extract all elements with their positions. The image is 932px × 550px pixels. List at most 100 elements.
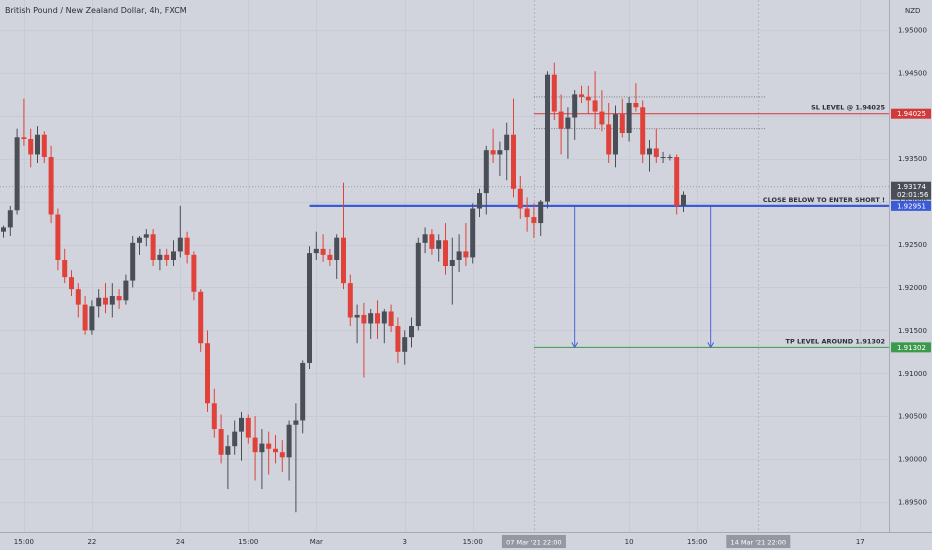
- candle-body: [497, 150, 503, 155]
- candle-body: [681, 194, 686, 206]
- candle-body: [579, 94, 584, 97]
- candle-body: [123, 280, 129, 301]
- candle-body: [653, 148, 659, 158]
- candle-body: [334, 237, 340, 260]
- time-tick-label: 10: [625, 538, 634, 546]
- time-tick-label: Mar: [310, 538, 323, 546]
- time-highlight-label: 07 Mar '21 22:00: [506, 539, 562, 547]
- candle-body: [28, 139, 34, 155]
- candle-body: [48, 157, 54, 215]
- currency-label: NZD: [905, 7, 920, 15]
- time-highlight-label: 14 Mar '21 22:00: [731, 539, 787, 547]
- time-tick-label: 17: [856, 538, 865, 546]
- target-arrow-head: [571, 342, 579, 349]
- candle-body: [558, 111, 564, 129]
- price-tick-label: 1.95000: [898, 27, 927, 35]
- candle-body: [361, 314, 367, 324]
- candle-body: [130, 242, 136, 281]
- candle-body: [327, 254, 333, 260]
- candle-body: [273, 448, 278, 453]
- countdown-timer: 02:01:56: [897, 191, 929, 199]
- candle-body: [606, 124, 612, 155]
- candle-body: [409, 326, 414, 338]
- price-tick-label: 1.90000: [898, 456, 927, 464]
- candle-body: [647, 148, 652, 155]
- candle-body: [585, 96, 591, 101]
- candle-body: [164, 254, 170, 260]
- price-tick-label: 1.92500: [898, 241, 927, 249]
- level-annotation: SL LEVEL @ 1.94025: [811, 104, 885, 112]
- candle-body: [456, 251, 462, 260]
- candle-body: [551, 74, 557, 112]
- candle-body: [143, 234, 149, 238]
- candle-body: [538, 201, 544, 224]
- candle-body: [341, 237, 346, 284]
- candle-body: [511, 134, 516, 189]
- candle-body: [368, 313, 374, 324]
- candle-body: [150, 234, 156, 260]
- candle-body: [320, 248, 326, 255]
- candles: [1, 62, 686, 513]
- level-annotation: TP LEVEL AROUND 1.91302: [786, 337, 885, 345]
- candle-body: [191, 254, 197, 292]
- candle-body: [443, 240, 448, 266]
- candle-body: [422, 234, 428, 243]
- candle-body: [198, 291, 204, 344]
- candle-body: [307, 253, 312, 363]
- candle-body: [354, 314, 360, 318]
- price-tick-label: 1.92000: [898, 284, 927, 292]
- candle-body: [62, 259, 68, 278]
- candle-body: [347, 283, 353, 318]
- candle-body: [640, 107, 646, 155]
- candle-body: [116, 296, 122, 301]
- candle-body: [436, 240, 442, 249]
- candle-body: [619, 114, 625, 133]
- candle-body: [599, 111, 605, 125]
- candle-body: [415, 242, 421, 327]
- candle-body: [483, 150, 489, 194]
- candle-body: [381, 311, 387, 324]
- candle-body: [633, 102, 639, 108]
- time-axis[interactable]: 15:00 22 24 15:00 Mar 3 15:00 10 15:00 17 07 Mar '…: [14, 535, 865, 548]
- price-tick-label: 1.90500: [898, 413, 927, 421]
- candle-body: [55, 214, 61, 260]
- candle-body: [184, 237, 190, 255]
- arrows: [571, 205, 715, 349]
- level-annotation: CLOSE BELOW TO ENTER SHORT !: [763, 196, 885, 204]
- candle-body: [279, 452, 285, 458]
- candle-body: [477, 193, 482, 209]
- time-tick-label: 15:00: [238, 538, 258, 546]
- time-tick-label: 15:00: [14, 538, 34, 546]
- price-tick-label: 1.94500: [898, 69, 927, 77]
- time-highlight-box: [501, 535, 566, 548]
- candle-body: [1, 227, 6, 232]
- level-price-tag-label: 1.94025: [897, 110, 926, 118]
- candle-body: [300, 362, 306, 421]
- candle-body: [14, 137, 20, 211]
- candle-body: [232, 431, 238, 447]
- candle-body: [293, 420, 299, 425]
- time-tick-label: 15:00: [463, 538, 483, 546]
- time-highlight-box: [726, 535, 791, 548]
- candle-body: [565, 117, 571, 129]
- target-arrow-head: [707, 342, 715, 349]
- candle-body: [35, 134, 40, 155]
- candle-body: [517, 188, 523, 209]
- candle-body: [7, 210, 13, 228]
- chart-title: British Pound / New Zealand Dollar, 4h, …: [5, 6, 187, 15]
- level-price-tag: [891, 342, 931, 353]
- price-tick-label: 1.91500: [898, 327, 927, 335]
- candle-body: [660, 157, 666, 159]
- candle-body: [572, 94, 578, 118]
- candle-body: [667, 157, 673, 159]
- candle-body: [157, 254, 163, 260]
- price-tick-label: 1.91000: [898, 370, 927, 378]
- candle-body: [218, 429, 224, 455]
- candle-body: [245, 417, 251, 438]
- candle-body: [449, 259, 455, 266]
- level-price-tag-label: 1.92951: [897, 202, 926, 210]
- candle-body: [490, 150, 496, 155]
